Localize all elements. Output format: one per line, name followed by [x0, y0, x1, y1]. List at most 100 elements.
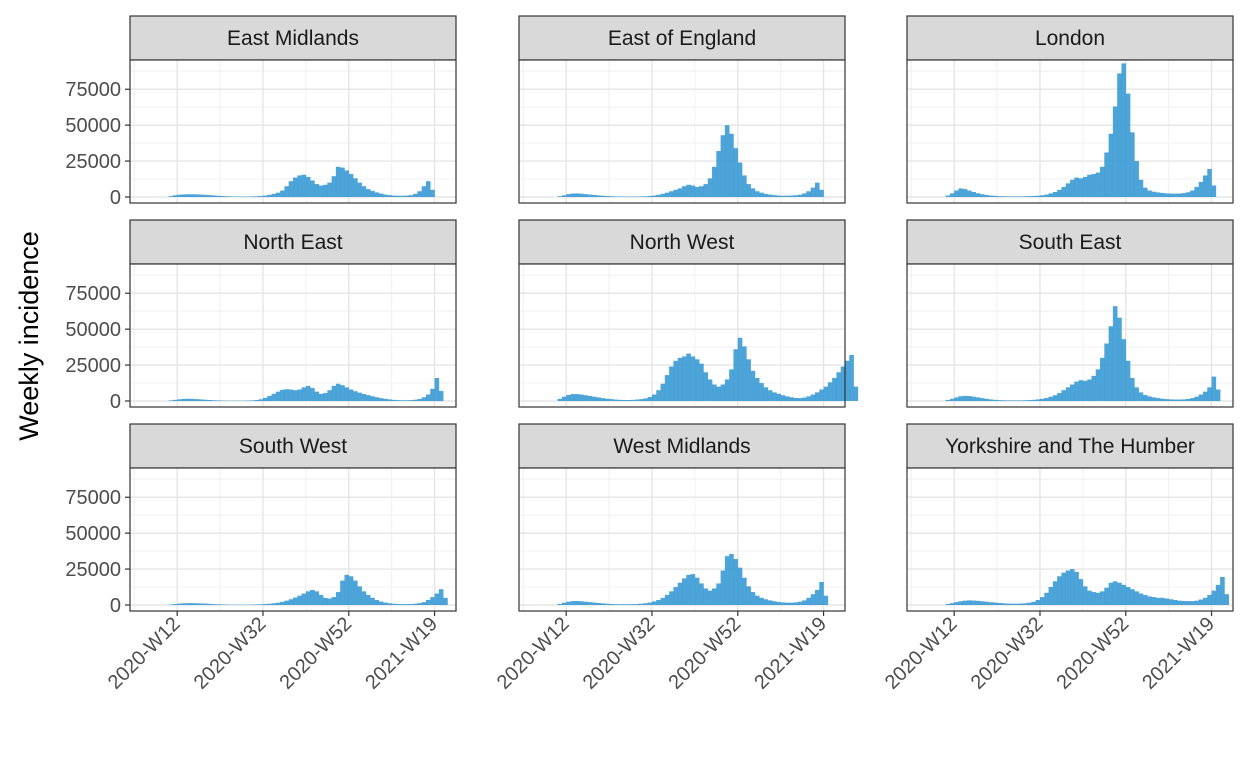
bar [435, 378, 440, 401]
bar [1117, 583, 1122, 605]
facet-panel: South East [907, 220, 1233, 407]
bar [263, 604, 268, 605]
bar [656, 390, 661, 401]
bar [1040, 597, 1045, 605]
bar [703, 184, 708, 197]
bar [1049, 587, 1054, 605]
y-tick-label: 50000 [65, 319, 121, 341]
bar [430, 597, 435, 605]
bar [558, 196, 563, 197]
bar [181, 194, 186, 197]
bar [993, 400, 998, 401]
bar [413, 400, 418, 401]
bar [1207, 387, 1212, 401]
bar [832, 378, 837, 401]
bar [186, 399, 191, 401]
bar [682, 186, 687, 197]
bar [439, 589, 444, 605]
bar [1194, 601, 1199, 605]
bar [725, 125, 730, 197]
bar [1203, 598, 1208, 605]
bar [370, 598, 375, 605]
bar [708, 379, 713, 401]
bar [958, 601, 963, 605]
bar [1143, 188, 1148, 197]
bar [1006, 196, 1011, 197]
bar [1070, 384, 1075, 401]
bar [733, 349, 738, 401]
bar [272, 603, 277, 605]
bar [383, 399, 388, 401]
bar [845, 361, 850, 401]
bar [357, 586, 362, 605]
bar [768, 195, 773, 197]
bar [648, 603, 653, 605]
bar [1091, 174, 1096, 197]
bar [764, 599, 769, 605]
bar [173, 604, 178, 605]
bar [643, 603, 648, 605]
bar [1164, 193, 1169, 197]
bar [1212, 186, 1217, 197]
bar [794, 398, 799, 401]
bar [950, 399, 955, 401]
bar [314, 392, 319, 401]
bar [400, 400, 405, 401]
bar [708, 178, 713, 197]
bar [583, 194, 588, 197]
bar [579, 395, 584, 401]
bar [815, 392, 820, 401]
bar [413, 604, 418, 605]
bar [439, 391, 444, 401]
bar [1014, 196, 1019, 197]
bar [609, 399, 614, 401]
bar [1023, 196, 1028, 197]
bar [1152, 597, 1157, 605]
bar [1194, 187, 1199, 197]
bar [669, 367, 674, 401]
bar [759, 598, 764, 605]
bar [776, 602, 781, 605]
bar [426, 181, 431, 197]
bar [764, 194, 769, 197]
bar [383, 603, 388, 605]
bar [400, 196, 405, 197]
y-tick-label: 75000 [65, 487, 121, 509]
bar [1087, 591, 1092, 605]
bar [781, 196, 786, 197]
bar [173, 400, 178, 401]
bar [673, 361, 678, 401]
bar [562, 195, 567, 197]
bar [570, 194, 575, 197]
bar [806, 598, 811, 605]
bar [824, 387, 829, 401]
x-tick-label: 2020-W32 [967, 613, 1048, 694]
bar [798, 195, 803, 197]
bar [618, 604, 623, 605]
bar [678, 188, 683, 197]
bar [738, 338, 743, 401]
bar [854, 387, 859, 401]
bar [1031, 602, 1036, 605]
bar [1087, 175, 1092, 197]
bar [254, 400, 259, 401]
bar [1036, 196, 1041, 197]
facet-panel: London [907, 16, 1233, 203]
bar [379, 194, 384, 197]
bar [319, 595, 324, 605]
bar [289, 599, 294, 605]
bar [344, 387, 349, 401]
bar [980, 398, 985, 401]
plot-background [130, 468, 456, 611]
bar [267, 604, 272, 605]
bar [596, 603, 601, 605]
bar [1010, 604, 1015, 605]
bar [392, 196, 397, 197]
bar [1199, 600, 1204, 605]
bar [673, 587, 678, 605]
bar [989, 196, 994, 197]
bar [344, 575, 349, 605]
bar [426, 600, 431, 605]
